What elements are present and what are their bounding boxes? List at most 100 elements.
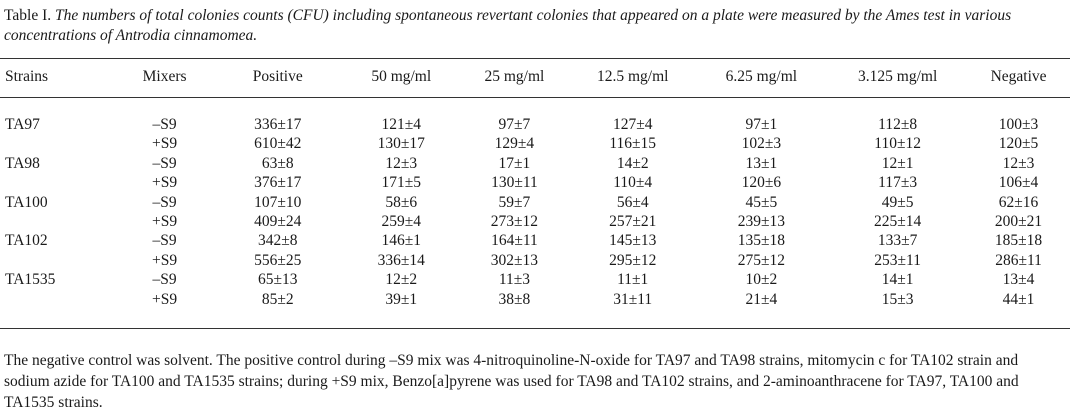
cell-positive: 65±13 bbox=[258, 271, 298, 289]
cell-mixer: +S9 bbox=[152, 135, 178, 153]
cell-strain bbox=[0, 135, 118, 154]
caption-text: The numbers of total colonies counts (CF… bbox=[4, 7, 1012, 44]
cell-3-125mg: 133±7 bbox=[877, 232, 918, 250]
table-row: +S9 85±2 39±1 38±8 31±11 21±4 15±3 44±1 bbox=[0, 290, 1070, 309]
cell-3-125mg: 117±3 bbox=[878, 174, 918, 192]
cell-positive: 610±42 bbox=[254, 135, 302, 153]
header-strains: Strains bbox=[5, 68, 49, 85]
cell-6-25mg: 135±18 bbox=[737, 232, 785, 250]
bottom-rule bbox=[0, 328, 1070, 329]
cell-negative: 100±3 bbox=[998, 116, 1039, 134]
cell-50mg: 146±1 bbox=[381, 232, 421, 250]
cell-50mg: 171±5 bbox=[381, 174, 421, 192]
cell-mixer: –S9 bbox=[152, 271, 177, 289]
caption-label: Table I. bbox=[4, 7, 52, 24]
cell-50mg: 121±4 bbox=[381, 116, 421, 134]
cell-strain: TA102 bbox=[5, 232, 48, 250]
header-50mg: 50 mg/ml bbox=[371, 68, 432, 85]
header-6-25mg: 6.25 mg/ml bbox=[725, 68, 798, 85]
cell-50mg: 130±17 bbox=[377, 135, 425, 153]
cell-strain bbox=[0, 174, 118, 193]
cell-25mg: 11±3 bbox=[498, 271, 530, 289]
cell-50mg: 12±2 bbox=[385, 271, 418, 289]
cell-12-5mg: 127±4 bbox=[612, 116, 653, 134]
cell-6-25mg: 239±13 bbox=[737, 213, 785, 231]
table-row: +S9 409±24 259±4 273±12 257±21 239±13 225±14 20… bbox=[0, 212, 1070, 231]
header-25mg: 25 mg/ml bbox=[484, 68, 545, 85]
cell-mixer: –S9 bbox=[152, 232, 177, 250]
table-footnote: The negative control was solvent. The po… bbox=[4, 352, 1019, 411]
cell-12-5mg: 145±13 bbox=[609, 232, 657, 250]
cell-25mg: 273±12 bbox=[490, 213, 539, 231]
cell-6-25mg: 21±4 bbox=[745, 290, 778, 308]
cell-negative: 44±1 bbox=[1002, 290, 1035, 308]
table-row: +S9 610±42 130±17 129±4 116±15 102±3 110±12 120… bbox=[0, 135, 1070, 154]
cell-negative: 185±18 bbox=[994, 232, 1043, 250]
cell-mixer: +S9 bbox=[152, 251, 178, 269]
cell-12-5mg: 110±4 bbox=[613, 174, 653, 192]
cell-6-25mg: 120±6 bbox=[741, 174, 782, 192]
cell-3-125mg: 12±1 bbox=[881, 154, 914, 172]
cell-50mg: 259±4 bbox=[381, 213, 421, 231]
top-rule bbox=[0, 58, 1070, 59]
cell-3-125mg: 49±5 bbox=[881, 193, 914, 211]
cell-6-25mg: 275±12 bbox=[737, 251, 785, 269]
cell-25mg: 129±4 bbox=[494, 135, 535, 153]
spacer-row bbox=[0, 96, 1070, 115]
cell-3-125mg: 15±3 bbox=[881, 290, 914, 308]
cell-3-125mg: 253±11 bbox=[874, 251, 921, 269]
header-negative: Negative bbox=[990, 68, 1047, 85]
cell-12-5mg: 14±2 bbox=[616, 154, 649, 172]
cell-strain bbox=[0, 212, 118, 231]
table-row: TA1535 –S9 65±13 12±2 11±3 11±1 10±2 14±1 13±4 bbox=[0, 271, 1070, 290]
cell-25mg: 302±13 bbox=[490, 251, 539, 269]
cell-mixer: +S9 bbox=[152, 174, 178, 192]
table-row: TA100 –S9 107±10 58±6 59±7 56±4 45±5 49±5 62±16 bbox=[0, 193, 1070, 212]
cell-negative: 286±11 bbox=[995, 251, 1042, 269]
cell-25mg: 59±7 bbox=[498, 193, 531, 211]
table-row: +S9 376±17 171±5 130±11 110±4 120±6 117±3 106±4 bbox=[0, 174, 1070, 193]
cell-strain: TA97 bbox=[5, 116, 40, 134]
cell-50mg: 336±14 bbox=[377, 251, 425, 269]
cell-25mg: 97±7 bbox=[498, 116, 531, 134]
cell-positive: 376±17 bbox=[254, 174, 302, 192]
cell-positive: 556±25 bbox=[254, 251, 302, 269]
cell-negative: 106±4 bbox=[998, 174, 1039, 192]
cell-mixer: +S9 bbox=[152, 290, 178, 308]
cell-mixer: +S9 bbox=[152, 213, 178, 231]
cell-mixer: –S9 bbox=[152, 193, 177, 211]
cell-50mg: 39±1 bbox=[385, 290, 418, 308]
header-12-5mg: 12.5 mg/ml bbox=[596, 68, 669, 85]
cell-negative: 120±5 bbox=[998, 135, 1039, 153]
cell-6-25mg: 10±2 bbox=[745, 271, 778, 289]
cell-negative: 62±16 bbox=[998, 193, 1039, 211]
cell-positive: 107±10 bbox=[254, 193, 302, 211]
table-caption: Table I. The numbers of total colonies c… bbox=[4, 6, 1064, 46]
cell-strain: TA98 bbox=[5, 154, 40, 172]
cell-positive: 409±24 bbox=[254, 213, 302, 231]
cell-mixer: –S9 bbox=[152, 154, 177, 172]
cell-3-125mg: 112±8 bbox=[878, 116, 918, 134]
cell-mixer: –S9 bbox=[152, 116, 177, 134]
cell-50mg: 12±3 bbox=[385, 154, 418, 172]
cell-12-5mg: 295±12 bbox=[609, 251, 657, 269]
colony-count-table: Strains Mixers Positive 50 mg/ml 25 mg/m… bbox=[0, 58, 1070, 309]
table-row: TA97 –S9 336±17 121±4 97±7 127±4 97±1 112±8 100±… bbox=[0, 115, 1070, 134]
cell-6-25mg: 97±1 bbox=[745, 116, 778, 134]
header-row: Strains Mixers Positive 50 mg/ml 25 mg/m… bbox=[0, 58, 1070, 96]
cell-negative: 12±3 bbox=[1002, 154, 1035, 172]
cell-negative: 13±4 bbox=[1002, 271, 1035, 289]
cell-12-5mg: 11±1 bbox=[617, 271, 649, 289]
table-row: +S9 556±25 336±14 302±13 295±12 275±12 253±11 2… bbox=[0, 251, 1070, 270]
table-body: TA97 –S9 336±17 121±4 97±7 127±4 97±1 112±8 100±… bbox=[0, 96, 1070, 309]
cell-strain bbox=[0, 251, 118, 270]
cell-positive: 342±8 bbox=[258, 232, 298, 250]
cell-strain bbox=[0, 290, 118, 309]
cell-6-25mg: 45±5 bbox=[745, 193, 778, 211]
cell-3-125mg: 110±12 bbox=[874, 135, 921, 153]
header-positive: Positive bbox=[252, 68, 303, 85]
cell-6-25mg: 102±3 bbox=[741, 135, 782, 153]
cell-12-5mg: 31±11 bbox=[613, 290, 653, 308]
cell-6-25mg: 13±1 bbox=[745, 154, 778, 172]
cell-25mg: 38±8 bbox=[498, 290, 531, 308]
